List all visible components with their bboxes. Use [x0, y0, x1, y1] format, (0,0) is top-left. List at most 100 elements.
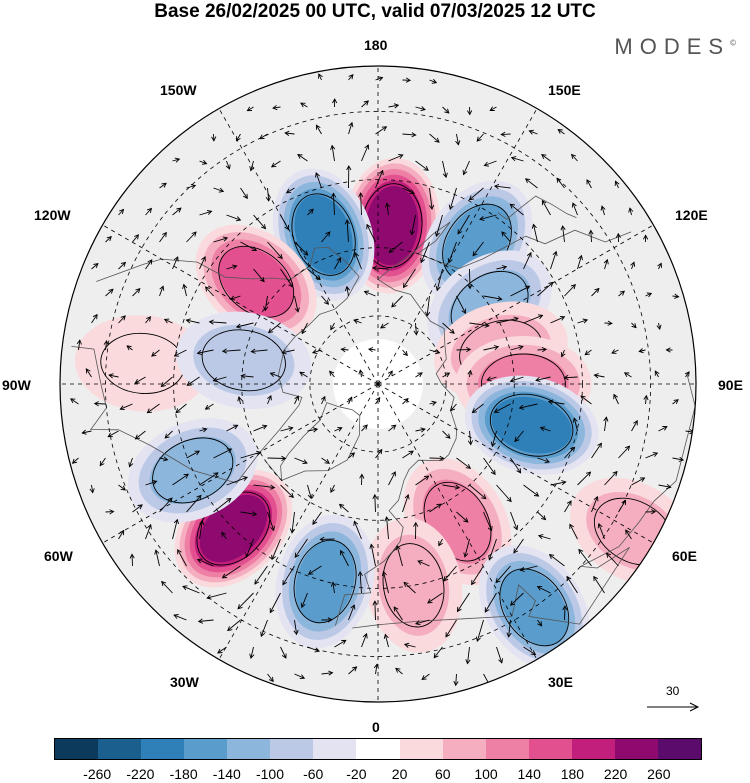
wind-arrow-icon	[564, 284, 576, 297]
wind-arrow-icon	[560, 225, 566, 243]
wind-arrow-icon	[226, 264, 238, 270]
wind-arrow-icon	[344, 285, 351, 297]
lon-label-120e: 120E	[675, 207, 708, 223]
wind-arrow-icon	[267, 673, 274, 683]
wind-arrow-icon	[358, 369, 364, 378]
wind-arrow-icon	[638, 348, 646, 354]
wind-arrow-icon	[330, 144, 336, 162]
wind-arrow-icon	[118, 484, 126, 491]
wind-arrow-icon	[391, 295, 403, 308]
wind-arrow-icon	[315, 172, 322, 189]
wind-arrow-icon	[630, 261, 636, 270]
lon-label-top: 180	[364, 37, 388, 53]
wind-arrow-icon	[523, 251, 532, 270]
wind-arrow-icon	[369, 543, 376, 567]
wind-arrow-icon	[118, 261, 127, 270]
wind-arrow-icon	[240, 511, 258, 517]
wind-arrow-icon	[212, 376, 227, 383]
wind-arrow-icon	[577, 318, 589, 324]
wind-arrow-icon	[186, 494, 202, 513]
anomaly-contour	[295, 539, 355, 624]
wind-arrow-icon	[645, 509, 657, 515]
wind-arrow-icon	[547, 399, 565, 405]
wind-arrow-icon	[453, 673, 459, 687]
wind-arrow-icon	[539, 426, 551, 432]
wind-arrow-icon	[159, 497, 173, 513]
wind-arrow-icon	[528, 129, 538, 135]
wind-arrow-icon	[383, 633, 389, 648]
wind-arrow-icon	[240, 187, 248, 200]
wind-arrow-icon	[103, 339, 109, 351]
wind-arrow-icon	[433, 646, 443, 659]
lon-label-30e: 30E	[548, 674, 573, 690]
wind-arrow-icon	[524, 178, 538, 189]
wind-arrow-icon	[471, 565, 484, 586]
wind-arrow-icon	[307, 268, 321, 281]
wind-arrow-icon	[346, 165, 352, 189]
wind-arrow-icon	[161, 580, 173, 594]
wind-arrow-icon	[225, 160, 231, 170]
wind-arrow-icon	[372, 600, 378, 621]
wind-arrow-icon	[513, 538, 524, 554]
lon-label-right: 90E	[718, 377, 743, 393]
wind-arrow-icon	[413, 521, 419, 540]
wind-arrow-icon	[294, 295, 300, 313]
wind-arrow-icon	[319, 536, 335, 542]
wind-arrow-icon	[227, 619, 241, 632]
wind-arrow-icon	[631, 477, 646, 486]
wind-arrow-icon	[280, 426, 294, 432]
wind-arrow-icon	[467, 268, 473, 290]
colorbar-segment	[657, 739, 701, 759]
wind-arrow-icon	[442, 372, 451, 378]
wind-arrow-icon	[443, 565, 457, 582]
wind-arrow-icon	[588, 229, 594, 243]
wind-arrow-icon	[672, 399, 679, 405]
lon-label-150e: 150E	[548, 82, 581, 98]
wind-arrow-icon	[321, 295, 329, 305]
wind-arrow-icon	[402, 494, 410, 513]
colorbar-tick-label: -20	[346, 766, 367, 782]
wind-arrow-icon	[271, 538, 281, 561]
colorbar-tick-label: -60	[303, 766, 324, 782]
wind-arrow-icon	[260, 619, 268, 638]
wind-arrow-icon	[415, 106, 426, 112]
wind-arrow-icon	[197, 618, 214, 624]
wind-arrow-icon	[645, 292, 653, 298]
wind-arrow-icon	[560, 349, 566, 358]
wind-arrow-icon	[496, 646, 504, 664]
meridian-line	[377, 224, 654, 385]
wind-arrow-icon	[449, 403, 457, 412]
wind-arrow-icon	[204, 286, 214, 297]
negative-anomaly	[272, 168, 375, 301]
wind-arrow-icon	[537, 619, 543, 627]
wind-arrow-icon	[402, 268, 416, 289]
wind-arrow-icon	[541, 154, 551, 162]
wind-arrow-icon	[611, 349, 619, 354]
wind-arrow-icon	[456, 346, 472, 353]
wind-arrow-icon	[465, 646, 471, 665]
wind-arrow-icon	[489, 106, 497, 111]
colorbar-tick-label: 100	[474, 766, 498, 782]
lon-label-120w: 120W	[34, 207, 71, 223]
wind-arrow-icon	[173, 349, 187, 357]
wind-arrow-icon	[445, 619, 457, 638]
map-disk	[60, 66, 696, 702]
wind-arrow-icon	[468, 187, 484, 201]
wind-arrow-icon	[557, 128, 565, 135]
colorbar-tick-label: -260	[83, 766, 112, 782]
wind-arrow-icon	[129, 553, 135, 567]
wind-arrow-icon	[600, 205, 606, 216]
wind-arrow-icon	[361, 100, 369, 108]
wind-arrow-icon	[159, 285, 165, 297]
anomaly-contour	[377, 534, 450, 636]
wind-vector-layer	[70, 73, 695, 687]
wind-arrow-icon	[375, 126, 388, 135]
wind-arrow-icon	[384, 516, 390, 540]
wind-arrow-icon	[128, 457, 134, 468]
contour-line	[489, 393, 574, 457]
wind-arrow-icon	[614, 180, 620, 189]
wind-arrow-icon	[375, 448, 383, 459]
logo-text: MODES	[614, 34, 731, 59]
wind-arrow-icon	[240, 241, 258, 252]
wind-arrow-icon	[618, 290, 626, 297]
